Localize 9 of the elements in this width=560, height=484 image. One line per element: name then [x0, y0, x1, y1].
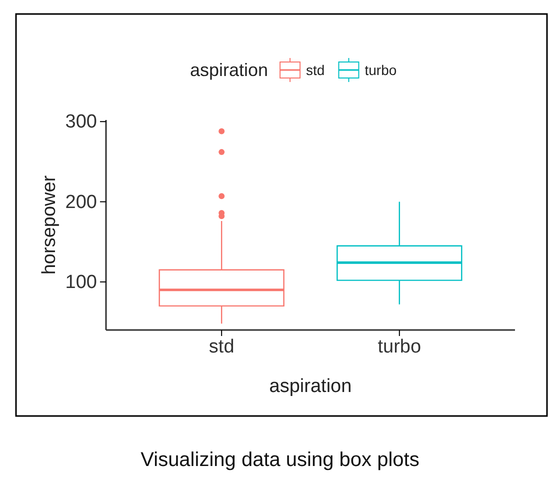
y-tick-label: 100: [65, 272, 97, 293]
legend-label: turbo: [364, 62, 397, 78]
x-axis-title: aspiration: [269, 376, 352, 397]
legend-title: aspiration: [190, 60, 268, 80]
legend-label: std: [306, 62, 325, 78]
y-axis-title: horsepower: [39, 174, 60, 275]
text: Visualizing data using box plots: [140, 449, 420, 471]
y-tick-label: 300: [65, 112, 97, 133]
y-tick-label: 200: [65, 192, 97, 213]
